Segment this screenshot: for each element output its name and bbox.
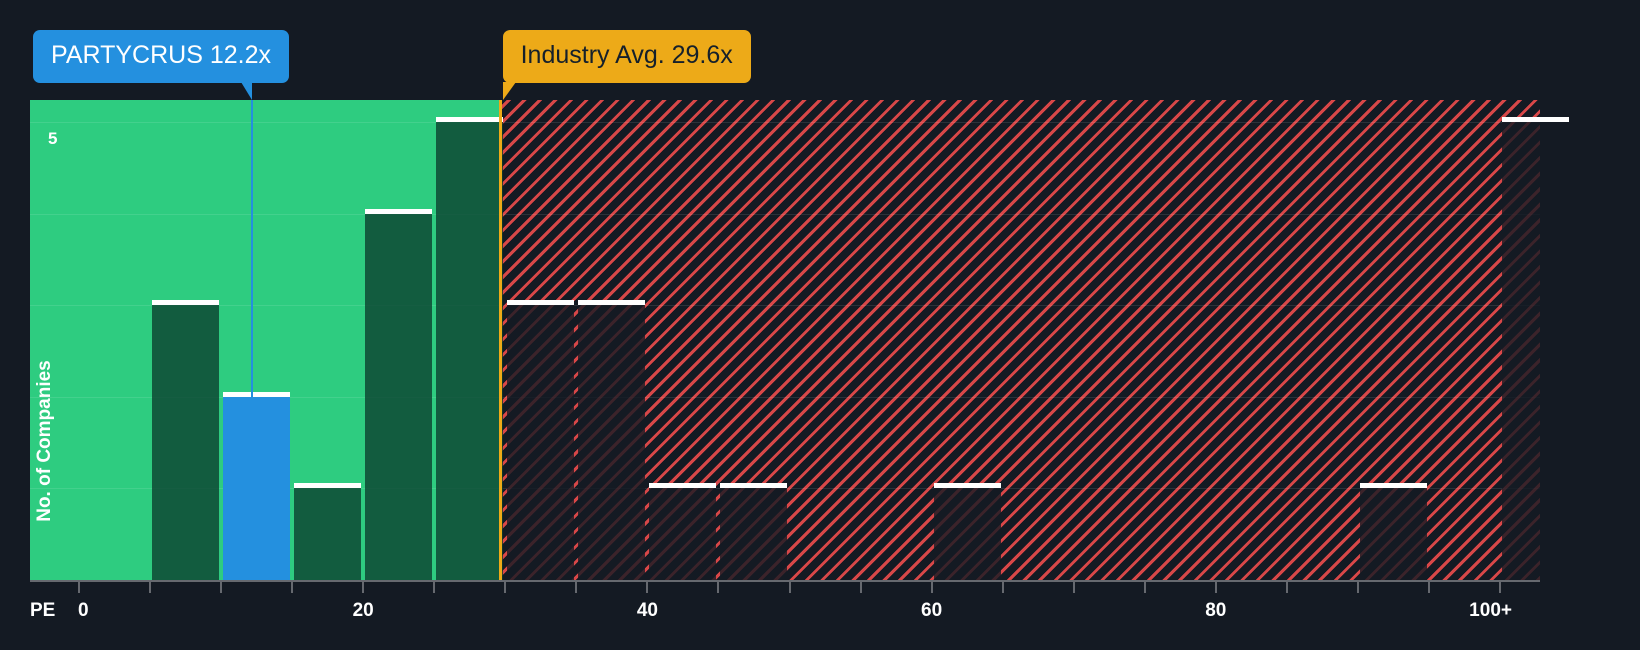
- bar-cap: [152, 300, 220, 306]
- bar[interactable]: [507, 300, 575, 580]
- bar[interactable]: [1502, 117, 1570, 580]
- industry-callout-label: Industry Avg. 29.6x: [520, 41, 733, 69]
- bar-cap: [933, 483, 1001, 489]
- bar[interactable]: [365, 208, 433, 580]
- x-tick-mark: [859, 582, 862, 593]
- x-tick-mark: [1499, 582, 1501, 593]
- x-tick-mark: [433, 582, 436, 593]
- x-axis-tick-80: 80: [1205, 600, 1227, 621]
- bar[interactable]: [720, 483, 788, 580]
- x-tick-mark: [930, 582, 933, 593]
- company-callout[interactable]: PARTYCRUS 12.2x: [33, 30, 289, 100]
- bar[interactable]: [294, 483, 362, 580]
- company-marker-line: [251, 100, 254, 397]
- x-tick-mark: [1143, 582, 1146, 593]
- x-axis-tick-60: 60: [921, 600, 943, 621]
- x-tick-mark: [291, 582, 294, 593]
- x-axis-title: PE: [30, 600, 56, 621]
- bar-cap: [365, 208, 433, 214]
- bar-cap: [1359, 483, 1427, 489]
- x-axis-line: [30, 580, 1540, 582]
- x-axis-tick-40: 40: [636, 600, 658, 621]
- x-tick-mark: [1214, 582, 1217, 593]
- x-tick-mark: [575, 582, 578, 593]
- company-callout-label: PARTYCRUS 12.2x: [51, 41, 271, 69]
- x-tick-mark: [1356, 582, 1359, 593]
- bar-cap: [223, 391, 291, 397]
- industry-callout-tail: [502, 82, 516, 100]
- bar-cap: [578, 300, 646, 306]
- x-axis-tick-0: 0: [77, 600, 89, 621]
- x-tick-mark: [788, 582, 791, 593]
- bar[interactable]: [152, 300, 220, 580]
- bar-cap: [1502, 117, 1570, 122]
- bar[interactable]: [436, 117, 504, 580]
- industry-callout[interactable]: Industry Avg. 29.6x: [502, 30, 751, 100]
- y-axis-title: No. of Companies: [30, 290, 60, 590]
- y-axis-title-text: No. of Companies: [34, 360, 55, 522]
- x-tick-mark: [1285, 582, 1288, 593]
- bar-cap: [720, 483, 788, 489]
- x-tick-mark: [1001, 582, 1004, 593]
- bar[interactable]: [933, 483, 1001, 580]
- x-tick-mark: [362, 582, 365, 593]
- plot-area: 5: [30, 100, 1570, 580]
- bar-highlighted[interactable]: [223, 391, 291, 580]
- x-tick-mark: [78, 582, 80, 593]
- industry-marker-line: [498, 100, 502, 580]
- y-axis-tick-5: 5: [48, 129, 58, 148]
- bar-cap: [649, 483, 717, 489]
- x-tick-mark: [646, 582, 649, 593]
- x-tick-mark: [220, 582, 223, 593]
- bar[interactable]: [578, 300, 646, 580]
- bar-cap: [507, 300, 575, 306]
- bar[interactable]: [1359, 483, 1427, 580]
- x-axis-tick-100plus: 100+: [1469, 600, 1512, 621]
- x-tick-mark: [504, 582, 507, 593]
- x-tick-mark: [717, 582, 720, 593]
- x-tick-mark: [1072, 582, 1075, 593]
- x-axis-tick-20: 20: [352, 600, 374, 621]
- bar[interactable]: [649, 483, 717, 580]
- x-tick-mark: [149, 582, 152, 593]
- bar-cap: [294, 483, 362, 489]
- x-tick-mark: [1427, 582, 1430, 593]
- bar-cap: [436, 117, 504, 122]
- company-callout-tail: [241, 82, 253, 100]
